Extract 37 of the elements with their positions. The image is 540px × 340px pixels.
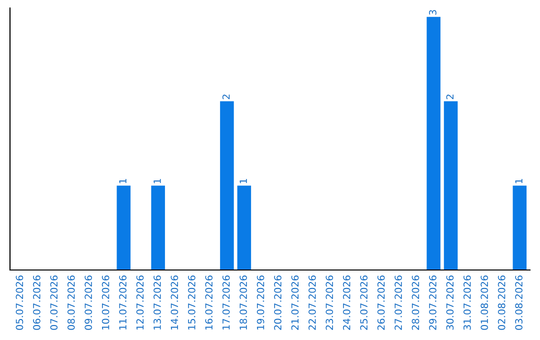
x-tick-label: 03.08.2026	[515, 275, 522, 330]
x-tick-label: 30.07.2026	[446, 275, 454, 330]
x-tick-label: 28.07.2026	[412, 275, 420, 330]
x-tick-label: 31.07.2026	[463, 275, 471, 330]
data-label: 1	[119, 178, 126, 184]
data-label: 3	[429, 10, 436, 15]
data-label: 1	[515, 178, 522, 184]
x-tick-label: 12.07.2026	[136, 275, 144, 330]
x-tick-label: 27.07.2026	[394, 275, 402, 330]
x-tick-label: 05.07.2026	[16, 275, 24, 330]
x-tick-label: 17.07.2026	[222, 275, 230, 330]
x-tick-label: 29.07.2026	[429, 275, 436, 330]
x-tick-label: 25.07.2026	[360, 275, 368, 330]
x-tick-label: 10.07.2026	[102, 275, 110, 330]
x-tick-label: 22.07.2026	[308, 275, 316, 330]
x-tick-label: 18.07.2026	[240, 275, 247, 330]
x-tick-label: 23.07.2026	[326, 275, 334, 330]
x-tick-label: 16.07.2026	[205, 275, 213, 330]
x-tick-label: 24.07.2026	[342, 275, 350, 330]
x-tick-label: 08.07.2026	[67, 275, 75, 330]
x-tick-label: 07.07.2026	[50, 275, 58, 330]
data-label: 2	[222, 94, 230, 100]
x-tick-label: 01.08.2026	[480, 275, 488, 330]
x-tick-label: 14.07.2026	[170, 275, 178, 330]
data-label: 1	[154, 178, 161, 184]
x-tick-label: 13.07.2026	[154, 275, 161, 330]
x-tick-label: 02.08.2026	[498, 275, 506, 330]
x-tick-label: 06.07.2026	[33, 275, 40, 330]
x-tick-label: 09.07.2026	[84, 275, 92, 330]
data-label: 1	[240, 178, 247, 184]
x-tick-label: 26.07.2026	[377, 275, 385, 330]
x-tick-label: 11.07.2026	[119, 275, 126, 330]
x-tick-label: 20.07.2026	[274, 275, 282, 330]
x-tick-label: 21.07.2026	[291, 275, 299, 330]
x-tick-label: 15.07.2026	[188, 275, 196, 330]
x-tick-label: 19.07.2026	[256, 275, 264, 330]
data-label: 2	[446, 94, 454, 100]
